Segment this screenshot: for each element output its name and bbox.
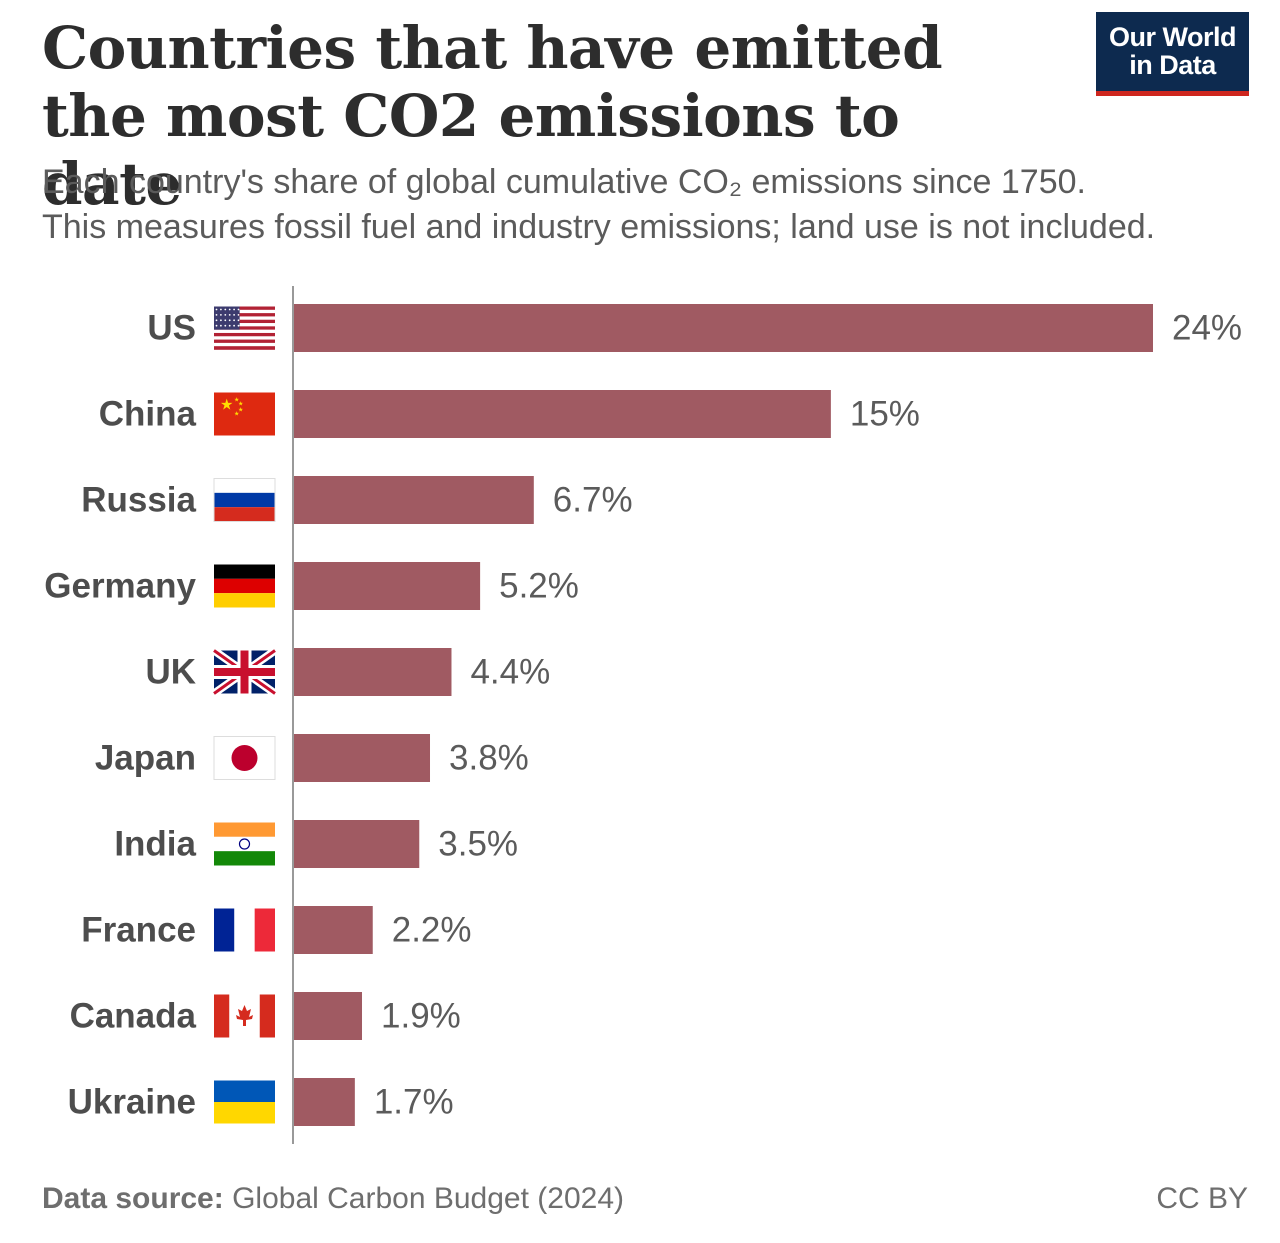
our-world-in-data-logo[interactable]: Our World in Data	[1096, 12, 1249, 96]
value-label: 3.5%	[438, 825, 518, 864]
category-label: Ukraine	[68, 1083, 196, 1122]
bar[interactable]	[294, 734, 431, 782]
bar-row: Japan 3.8%	[95, 734, 529, 782]
value-label: 1.9%	[381, 997, 461, 1036]
bar-row: Germany 5.2%	[44, 562, 579, 610]
category-label: France	[81, 911, 196, 950]
china-flag-icon: ★ ★★★★	[214, 392, 275, 436]
value-label: 3.8%	[449, 739, 529, 778]
value-label: 5.2%	[499, 567, 579, 606]
chart-subtitle: Each country's share of global cumulativ…	[42, 160, 1272, 250]
category-label: Russia	[81, 481, 196, 520]
bar-row: France 2.2%	[81, 906, 472, 954]
bar-row: UK 4.4%	[145, 647, 550, 697]
data-source: Data source: Global Carbon Budget (2024)	[42, 1182, 624, 1216]
category-label: India	[114, 825, 196, 864]
category-label: US	[147, 309, 196, 348]
bar[interactable]	[294, 820, 420, 868]
russia-flag-icon	[213, 478, 276, 522]
canada-flag-icon	[214, 994, 275, 1038]
bar-row: India 3.5%	[114, 820, 518, 868]
bar[interactable]	[294, 992, 363, 1040]
svg-text:★: ★	[238, 401, 243, 408]
japan-flag-icon	[213, 736, 276, 780]
value-label: 15%	[850, 395, 920, 434]
data-source-text: Global Carbon Budget (2024)	[232, 1182, 624, 1215]
value-label: 6.7%	[553, 481, 633, 520]
bar[interactable]	[294, 390, 831, 438]
india-flag-icon	[214, 822, 275, 866]
svg-text:★: ★	[220, 397, 233, 414]
logo-line-2: in Data	[1129, 50, 1216, 80]
france-flag-icon	[214, 908, 275, 952]
category-label: China	[99, 395, 197, 434]
subtitle-line-1: Each country's share of global cumulativ…	[42, 163, 1086, 201]
uk-flag-icon	[211, 647, 278, 697]
license-link[interactable]: CC BY	[1156, 1182, 1248, 1215]
bar[interactable]	[294, 906, 373, 954]
category-label: Germany	[44, 567, 196, 606]
data-source-label: Data source:	[42, 1182, 224, 1215]
category-label: UK	[145, 653, 196, 692]
bar[interactable]	[294, 1078, 355, 1126]
svg-text:★: ★	[234, 397, 239, 404]
logo-line-1: Our World	[1109, 22, 1237, 52]
bar[interactable]	[294, 476, 534, 524]
value-label: 4.4%	[470, 653, 550, 692]
subtitle-line-2: This measures fossil fuel and industry e…	[42, 208, 1156, 246]
bar[interactable]	[294, 304, 1153, 352]
bar[interactable]	[294, 648, 452, 696]
value-label: 24%	[1172, 309, 1242, 348]
category-label: Japan	[95, 739, 196, 778]
svg-text:★: ★	[234, 411, 239, 418]
us-flag-icon	[214, 306, 275, 350]
category-label: Canada	[70, 997, 197, 1036]
bar-row: US 24%	[147, 304, 1242, 352]
value-label: 2.2%	[392, 911, 472, 950]
ukraine-flag-icon	[214, 1080, 275, 1124]
svg-text:★: ★	[238, 407, 243, 414]
bar-chart: US 24%China ★ ★★★★ 15%Russia 6.7%Germany 5.2%U…	[44, 286, 1242, 1144]
bar-row: Ukraine 1.7%	[68, 1078, 454, 1126]
bar-row: Canada 1.9%	[70, 992, 461, 1040]
value-label: 1.7%	[374, 1083, 454, 1122]
bar-row: Russia 6.7%	[81, 476, 633, 524]
bar-row: China ★ ★★★★ 15%	[99, 390, 920, 438]
chart-title: Countries that have emitted the most CO2…	[42, 14, 943, 218]
bar[interactable]	[294, 562, 481, 610]
germany-flag-icon	[214, 564, 275, 608]
